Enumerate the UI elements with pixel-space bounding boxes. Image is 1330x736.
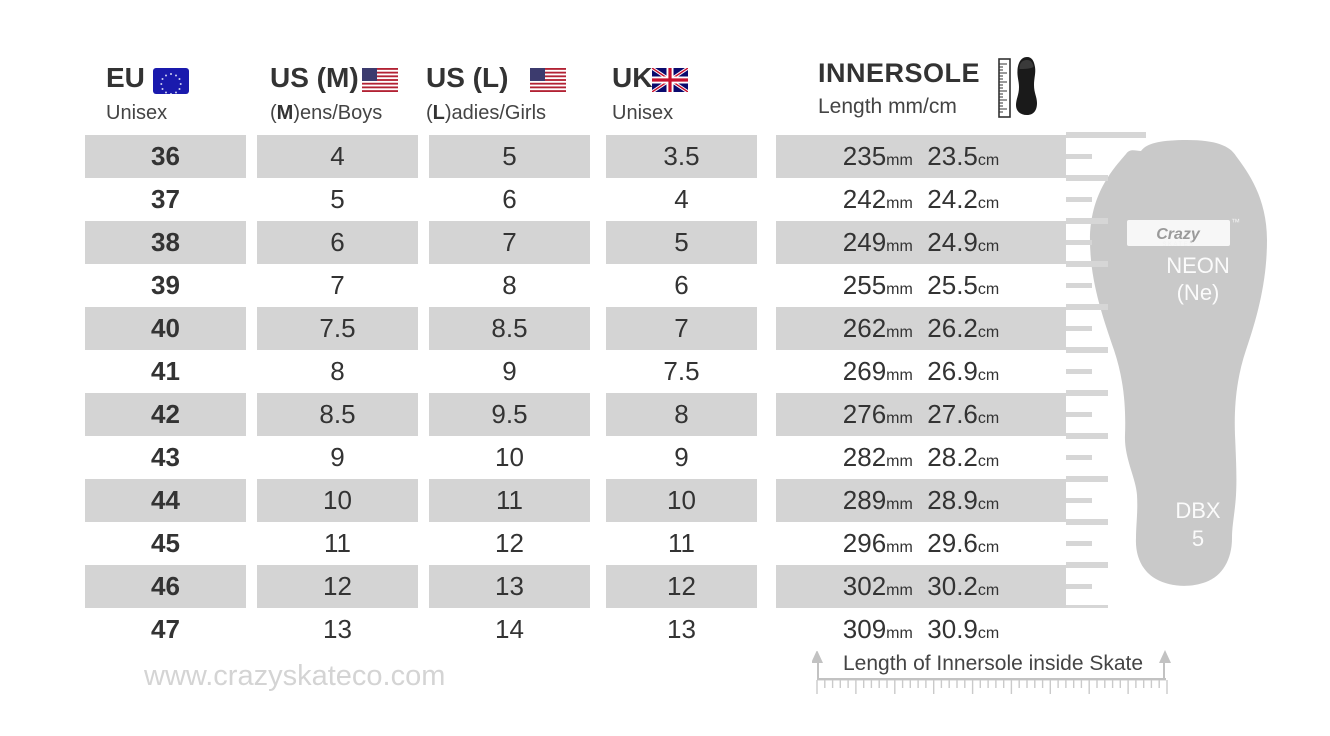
svg-text:Crazy: Crazy — [1156, 226, 1201, 243]
